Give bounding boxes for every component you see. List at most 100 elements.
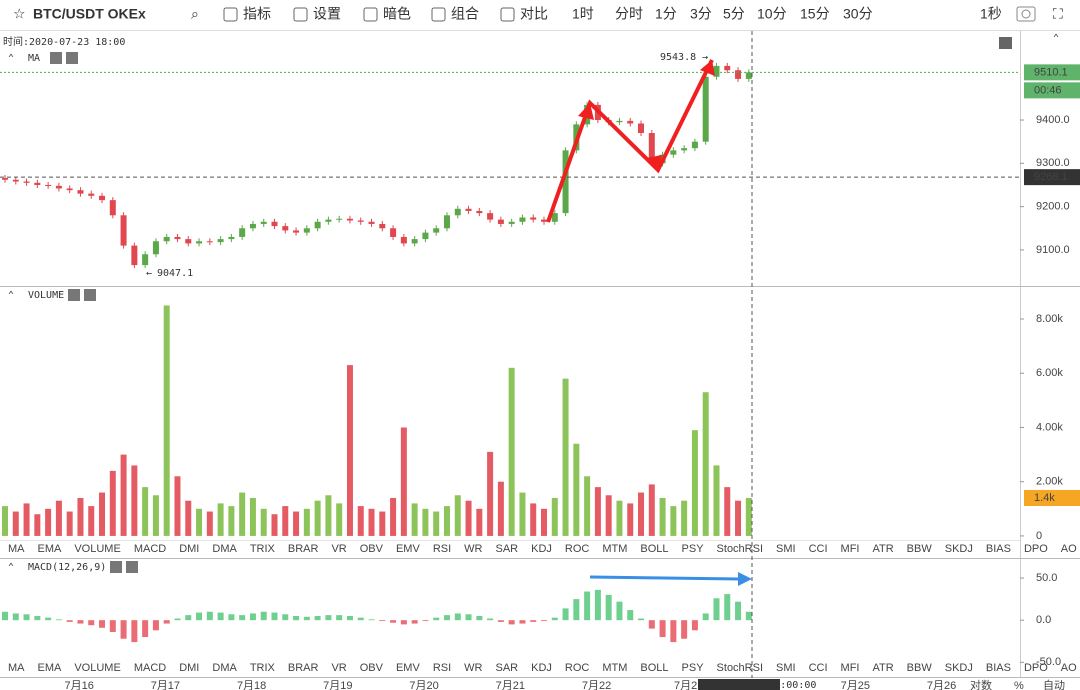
indicator-tab[interactable]: VR bbox=[331, 543, 346, 555]
indicator-tab[interactable]: MTM bbox=[602, 543, 627, 555]
indicator-tab[interactable]: MTM bbox=[602, 662, 627, 674]
indicator-tab[interactable]: OBV bbox=[360, 543, 384, 555]
close-button[interactable] bbox=[84, 289, 96, 301]
settings-button[interactable] bbox=[50, 52, 62, 64]
indicator-tab[interactable]: ATR bbox=[872, 543, 893, 555]
indicator-tab[interactable]: MA bbox=[8, 662, 25, 674]
indicator-tab[interactable]: DMA bbox=[212, 662, 237, 674]
indicator-tab[interactable]: MFI bbox=[841, 662, 860, 674]
menu-item[interactable]: 设置 bbox=[313, 6, 341, 22]
indicator-tab[interactable]: SMI bbox=[776, 662, 796, 674]
indicator-tab[interactable]: ROC bbox=[565, 543, 590, 555]
indicator-tab[interactable]: DPO bbox=[1024, 543, 1048, 555]
candle bbox=[713, 65, 720, 77]
scroll-up[interactable]: ⌃ bbox=[1053, 33, 1059, 44]
refresh-rate[interactable]: 1秒 bbox=[980, 6, 1002, 22]
interval-option[interactable]: 1分 bbox=[655, 6, 677, 22]
auto-toggle[interactable]: 自动 bbox=[1043, 679, 1065, 690]
settings-button[interactable] bbox=[68, 289, 80, 301]
indicator-tab[interactable]: OBV bbox=[360, 662, 384, 674]
indicator-tab[interactable]: StochRSI bbox=[717, 662, 763, 674]
candle bbox=[260, 221, 267, 224]
interval-option[interactable]: 15分 bbox=[800, 6, 830, 22]
indicator-tab[interactable]: RSI bbox=[433, 662, 451, 674]
indicator-tab[interactable]: DMI bbox=[179, 662, 199, 674]
indicator-tab[interactable]: SAR bbox=[495, 662, 518, 674]
indicator-tab[interactable]: EMV bbox=[396, 543, 421, 555]
fullscreen-icon[interactable]: ⛶ bbox=[1053, 6, 1063, 22]
indicator-tab[interactable]: MA bbox=[8, 543, 25, 555]
expand-button[interactable] bbox=[999, 37, 1012, 49]
indicator-tab[interactable]: BIAS bbox=[986, 543, 1011, 555]
interval-option[interactable]: 10分 bbox=[757, 6, 787, 22]
y-tick-label: 9400.0 bbox=[1036, 114, 1070, 126]
indicator-tab[interactable]: SKDJ bbox=[945, 662, 973, 674]
indicator-tab[interactable]: ROC bbox=[565, 662, 590, 674]
volume-bar bbox=[88, 506, 95, 536]
menu-item[interactable]: 指标 bbox=[243, 6, 271, 22]
indicator-tab[interactable]: CCI bbox=[809, 662, 828, 674]
indicator-tab[interactable]: AO bbox=[1061, 662, 1077, 674]
low-label: 9047.1 bbox=[157, 268, 193, 279]
indicator-tab[interactable]: RSI bbox=[433, 543, 451, 555]
indicator-tab[interactable]: EMV bbox=[396, 662, 421, 674]
indicator-tab[interactable]: EMA bbox=[38, 662, 63, 674]
indicator-tab[interactable]: VOLUME bbox=[74, 662, 120, 674]
indicator-tab[interactable]: BBW bbox=[907, 543, 933, 555]
indicator-tab[interactable]: DPO bbox=[1024, 662, 1048, 674]
indicator-tab[interactable]: WR bbox=[464, 543, 482, 555]
collapse-icon[interactable]: ⌃ bbox=[8, 53, 14, 64]
indicator-tab[interactable]: WR bbox=[464, 662, 482, 674]
close-button[interactable] bbox=[126, 561, 138, 573]
interval-option[interactable]: 5分 bbox=[723, 6, 745, 22]
indicator-tab[interactable]: BRAR bbox=[288, 662, 319, 674]
interval-option[interactable]: 3分 bbox=[690, 6, 712, 22]
indicator-tab[interactable]: PSY bbox=[682, 543, 705, 555]
indicator-tab[interactable]: DMA bbox=[212, 543, 237, 555]
indicator-tab[interactable]: VR bbox=[331, 662, 346, 674]
indicator-tab[interactable]: PSY bbox=[682, 662, 705, 674]
close-button[interactable] bbox=[66, 52, 78, 64]
indicator-tab[interactable]: StochRSI bbox=[717, 543, 763, 555]
indicator-tab[interactable]: MACD bbox=[134, 543, 166, 555]
percent-toggle[interactable]: % bbox=[1014, 680, 1024, 690]
interval-option[interactable]: 30分 bbox=[843, 6, 873, 22]
collapse-icon[interactable]: ⌃ bbox=[8, 562, 14, 573]
settings-button[interactable] bbox=[110, 561, 122, 573]
indicator-tab[interactable]: SKDJ bbox=[945, 543, 973, 555]
macd-bar bbox=[702, 613, 709, 621]
indicator-tab[interactable]: ATR bbox=[872, 662, 893, 674]
indicator-tab[interactable]: BIAS bbox=[986, 662, 1011, 674]
symbol[interactable]: BTC/USDT OKEx bbox=[33, 6, 146, 22]
volume-bar bbox=[584, 476, 591, 536]
indicator-tab[interactable]: BBW bbox=[907, 662, 933, 674]
indicator-tab[interactable]: TRIX bbox=[250, 662, 276, 674]
indicator-tab[interactable]: BOLL bbox=[640, 662, 668, 674]
interval-option[interactable]: 分时 bbox=[615, 6, 643, 22]
indicator-tab[interactable]: VOLUME bbox=[74, 543, 120, 555]
search-icon[interactable]: ⌕ bbox=[191, 6, 199, 22]
collapse-icon[interactable]: ⌃ bbox=[8, 290, 14, 301]
menu-item[interactable]: 暗色 bbox=[383, 6, 411, 22]
x-tick-label: 7月25 bbox=[841, 680, 870, 690]
menu-item[interactable]: 对比 bbox=[520, 6, 548, 22]
indicator-tab[interactable]: EMA bbox=[38, 543, 63, 555]
log-toggle[interactable]: 对数 bbox=[970, 678, 992, 690]
indicator-tab[interactable]: CCI bbox=[809, 543, 828, 555]
camera-icon[interactable] bbox=[1016, 6, 1036, 22]
indicator-tab[interactable]: BOLL bbox=[640, 543, 668, 555]
menu-item[interactable]: 组合 bbox=[451, 6, 479, 22]
indicator-tab[interactable]: TRIX bbox=[250, 543, 276, 555]
indicator-tab[interactable]: MFI bbox=[841, 543, 860, 555]
star-icon[interactable]: ☆ bbox=[13, 6, 26, 22]
indicator-tab[interactable]: DMI bbox=[179, 543, 199, 555]
indicator-tab[interactable]: KDJ bbox=[531, 662, 552, 674]
indicator-tab[interactable]: MACD bbox=[134, 662, 166, 674]
indicator-tab[interactable]: SMI bbox=[776, 543, 796, 555]
interval-option[interactable]: 1时 bbox=[572, 6, 594, 22]
y-tick-label: 6.00k bbox=[1036, 367, 1063, 379]
indicator-tab[interactable]: KDJ bbox=[531, 543, 552, 555]
indicator-tab[interactable]: BRAR bbox=[288, 543, 319, 555]
indicator-tab[interactable]: SAR bbox=[495, 543, 518, 555]
indicator-tab[interactable]: AO bbox=[1061, 543, 1077, 555]
